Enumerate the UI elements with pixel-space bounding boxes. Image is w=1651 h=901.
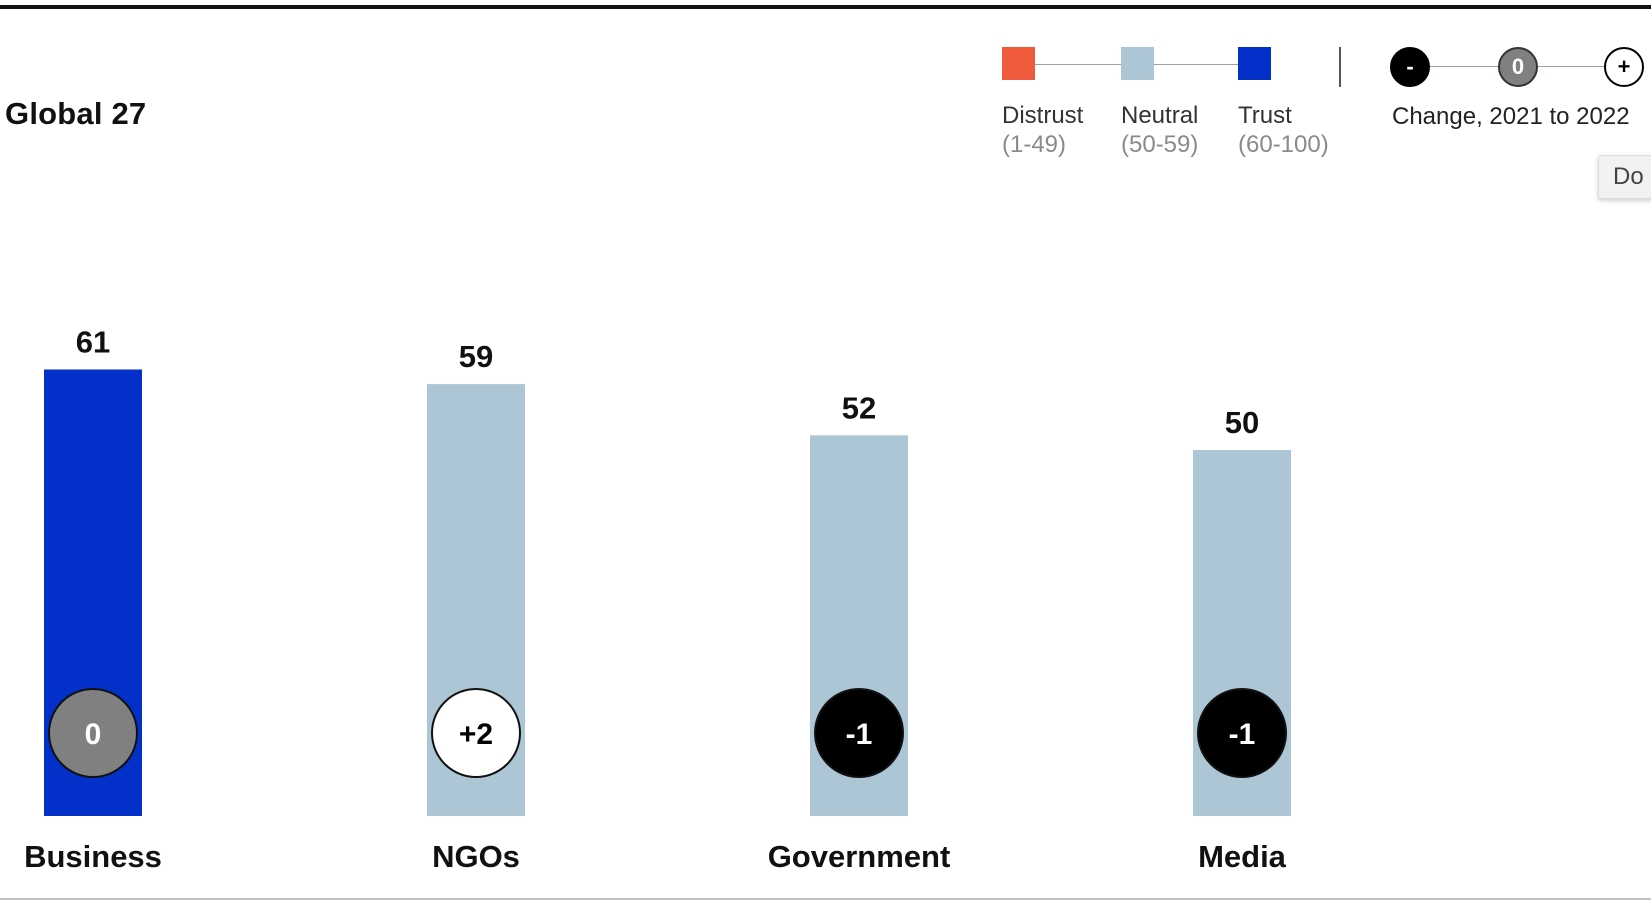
legend-swatch-distrust xyxy=(1002,47,1035,80)
legend-label-neutral: Neutral xyxy=(1121,102,1199,129)
legend-divider xyxy=(1339,47,1341,87)
legend-label-distrust: Distrust xyxy=(1002,102,1084,129)
change-marker-business xyxy=(48,688,138,778)
category-label-ngos: NGOs xyxy=(432,839,520,874)
change-marker-government xyxy=(814,688,904,778)
legend-range-distrust: (1-49) xyxy=(1002,131,1067,158)
legend-swatch-trust xyxy=(1238,47,1271,80)
change-label-media: -1 xyxy=(1229,718,1256,751)
change-decrease-icon: - xyxy=(1390,47,1430,87)
change-decrease-symbol: - xyxy=(1406,54,1414,79)
change-increase-icon: + xyxy=(1604,47,1644,87)
top-rule xyxy=(0,5,1651,9)
legend-change-label: Change, 2021 to 2022 xyxy=(1392,103,1630,130)
legend-swatch-neutral xyxy=(1121,47,1154,80)
change-label-government: -1 xyxy=(846,718,873,751)
change-marker-media xyxy=(1197,688,1287,778)
value-label-government: 52 xyxy=(842,390,876,425)
change-marker-ngos xyxy=(431,688,521,778)
legend-range-neutral: (50-59) xyxy=(1121,131,1199,158)
value-label-ngos: 59 xyxy=(459,339,493,374)
change-none-icon: 0 xyxy=(1498,47,1538,87)
category-label-media: Media xyxy=(1198,839,1287,874)
bottom-rule xyxy=(0,898,1651,900)
category-label-government: Government xyxy=(768,839,951,874)
value-label-media: 50 xyxy=(1225,405,1259,440)
change-label-business: 0 xyxy=(85,718,102,751)
page-title: Global 27 xyxy=(5,96,147,131)
value-label-business: 61 xyxy=(76,324,110,359)
category-label-business: Business xyxy=(24,839,162,874)
download-button[interactable]: Do xyxy=(1598,155,1651,199)
change-increase-symbol: + xyxy=(1617,54,1631,79)
change-none-symbol: 0 xyxy=(1511,54,1525,79)
legend-label-trust: Trust xyxy=(1238,102,1292,129)
legend-range-trust: (60-100) xyxy=(1238,131,1329,158)
change-label-ngos: +2 xyxy=(459,718,493,751)
